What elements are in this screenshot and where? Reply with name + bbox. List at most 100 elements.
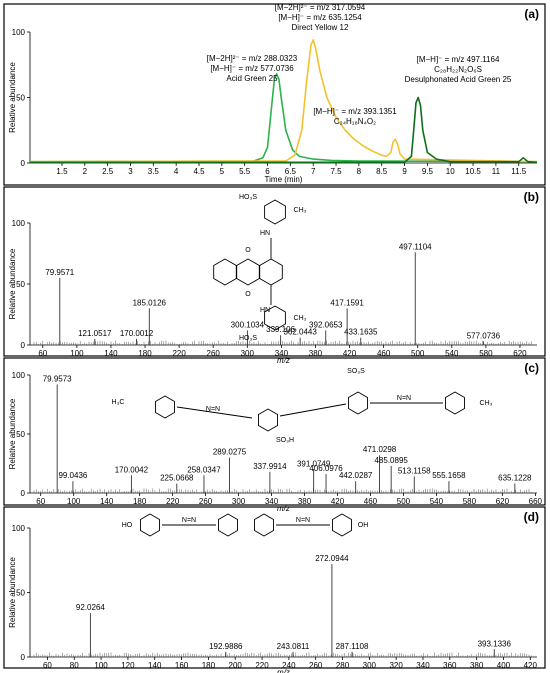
structure-label: HN <box>260 307 270 314</box>
y-tick-label: 50 <box>16 280 25 289</box>
peak-label: 513.1158 <box>398 466 431 475</box>
peak-label: 391.0749 <box>297 459 331 468</box>
x-tick-label: 100 <box>67 497 81 506</box>
structure-d: HO N=N N=N OH <box>122 513 369 537</box>
annotation-line: [M−H]⁻ = m/z 393.1351 <box>313 107 397 116</box>
peak-label: 121.0517 <box>78 329 112 338</box>
structure-label: O <box>245 291 251 298</box>
panel-border <box>3 506 546 669</box>
y-axis-label: Relative abundance <box>8 62 17 133</box>
x-tick-label: 540 <box>445 349 459 358</box>
x-axis-label: m/z <box>277 668 290 673</box>
x-tick-label: 180 <box>138 349 152 358</box>
x-tick-label: 500 <box>397 497 411 506</box>
structure-label: SO₃H <box>276 437 294 444</box>
x-tick-label: 2 <box>83 167 88 176</box>
x-tick-label: 9.5 <box>422 167 434 176</box>
y-tick-label: 50 <box>16 430 25 439</box>
x-tick-label: 620 <box>513 349 527 358</box>
panel-1: (b) 0 50 100 60 100 140 180 220 260 300 340 380 420 46… <box>3 186 546 365</box>
y-tick-label: 50 <box>16 589 25 598</box>
x-tick-label: 420 <box>524 661 538 670</box>
peak-label: 287.1108 <box>336 642 369 651</box>
x-tick-label: 3 <box>128 167 133 176</box>
x-tick-label: 6.5 <box>285 167 297 176</box>
peak-label: 300.1034 <box>231 320 265 329</box>
ring <box>218 513 238 537</box>
x-tick-label: 5.5 <box>239 167 251 176</box>
structure-label: OH <box>358 522 369 529</box>
peak-label: 272.0944 <box>315 554 349 563</box>
panel-border <box>3 186 546 357</box>
x-tick-label: 260 <box>207 349 221 358</box>
x-axis-label: Time (min) <box>265 175 303 184</box>
y-tick-label: 0 <box>21 159 26 168</box>
peak-label: 92.0264 <box>76 603 105 612</box>
x-tick-label: 460 <box>377 349 391 358</box>
x-tick-label: 11 <box>492 167 501 176</box>
ring <box>348 391 368 415</box>
structure-label: N=N <box>397 395 411 402</box>
x-tick-label: 2.5 <box>102 167 114 176</box>
peak-label: 339.106 <box>266 325 295 334</box>
peak-label: 577.0736 <box>467 331 501 340</box>
x-tick-label: 11.5 <box>511 167 527 176</box>
x-tick-label: 360 <box>443 661 457 670</box>
x-tick-label: 120 <box>121 661 135 670</box>
x-tick-label: 10.5 <box>465 167 481 176</box>
x-tick-label: 300 <box>363 661 377 670</box>
y-axis-label: Relative abundance <box>8 557 17 628</box>
x-tick-label: 160 <box>175 661 189 670</box>
panel-label: (c) <box>524 361 539 375</box>
x-tick-label: 460 <box>364 497 378 506</box>
annotation-line: [M−2H]²⁻ = m/z 317.0594 <box>275 3 366 12</box>
x-tick-label: 340 <box>265 497 279 506</box>
ring <box>258 408 278 432</box>
panel-0: (a) 0 50 100 1.5 2 2.5 3 3.5 4 4.5 5 5.5 6 6.5 7 7.5 8 8.5… <box>3 3 546 186</box>
peak-label: 289.0275 <box>213 448 247 457</box>
x-tick-label: 540 <box>430 497 444 506</box>
x-tick-label: 660 <box>529 497 543 506</box>
x-tick-label: 10 <box>446 167 455 176</box>
ring <box>445 391 465 415</box>
structure-label: HO₃S <box>239 194 257 201</box>
peak-label: 170.0012 <box>120 329 154 338</box>
x-tick-label: 180 <box>202 661 216 670</box>
x-tick-label: 60 <box>38 349 47 358</box>
ring <box>155 395 175 419</box>
structure-label: SO₃S <box>347 368 365 375</box>
x-tick-label: 4.5 <box>193 167 205 176</box>
x-tick-label: 100 <box>70 349 84 358</box>
x-tick-label: 140 <box>100 497 114 506</box>
y-tick-label: 0 <box>21 489 26 498</box>
x-tick-label: 180 <box>133 497 147 506</box>
x-tick-label: 500 <box>411 349 425 358</box>
peak-label: 243.0811 <box>277 642 310 651</box>
annotation-line: C₂₄H₁₈N₄O₂ <box>334 117 376 126</box>
ring <box>236 258 260 286</box>
x-tick-label: 320 <box>389 661 403 670</box>
peak-label: 225.0668 <box>160 474 194 483</box>
annotation-line: Acid Green 25 <box>226 74 278 83</box>
panel-label: (d) <box>524 510 539 524</box>
peak-label: 471.0298 <box>363 445 397 454</box>
x-tick-label: 380 <box>470 661 484 670</box>
peak-label: 433.1635 <box>344 328 378 337</box>
x-tick-label: 8 <box>357 167 362 176</box>
peak-label: 185.0126 <box>133 298 167 307</box>
annotation-line: [M−H]⁻ = m/z 497.1164 <box>417 55 500 64</box>
y-axis-label: Relative abundance <box>8 398 17 469</box>
x-axis-label: m/z <box>277 504 290 513</box>
y-tick-label: 0 <box>21 653 26 662</box>
peak-label: 258.0347 <box>187 465 221 474</box>
structure-label: H₃C <box>112 399 125 406</box>
x-tick-label: 1.5 <box>56 167 68 176</box>
x-tick-label: 420 <box>331 497 345 506</box>
peak-label: 99.0436 <box>58 471 87 480</box>
peak-label: 79.9571 <box>45 268 74 277</box>
annotation-line: [M−2H]²⁻ = m/z 288.0323 <box>207 54 298 63</box>
peak-label: 635.1228 <box>498 474 532 483</box>
x-tick-label: 300 <box>232 497 246 506</box>
structure-label: HN <box>260 230 270 237</box>
